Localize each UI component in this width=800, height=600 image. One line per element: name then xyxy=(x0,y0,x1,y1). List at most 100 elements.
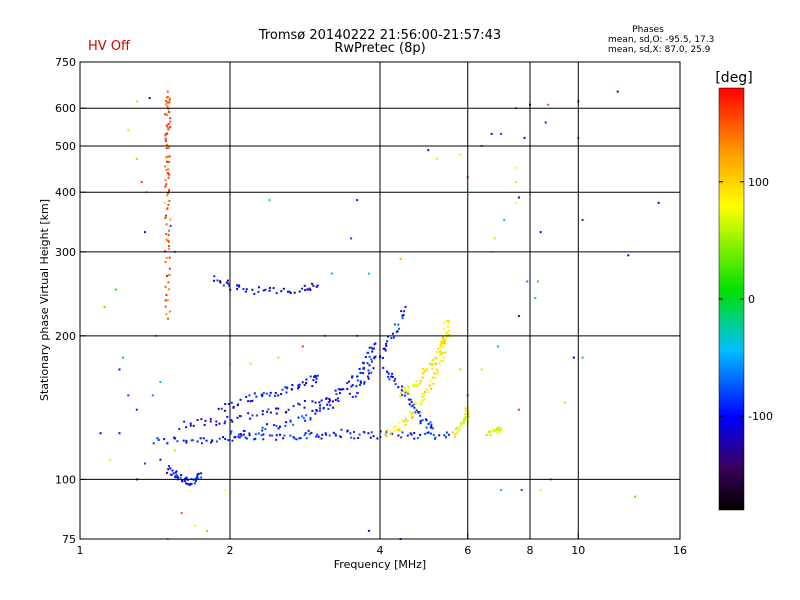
data-point xyxy=(407,398,410,401)
data-point xyxy=(237,435,240,438)
data-point xyxy=(226,415,229,418)
data-point xyxy=(219,280,222,283)
data-point xyxy=(315,435,318,438)
data-point xyxy=(203,423,206,426)
data-point xyxy=(204,419,207,422)
data-point xyxy=(350,436,353,439)
data-point xyxy=(443,434,446,437)
data-point xyxy=(164,179,167,182)
data-point xyxy=(420,401,423,404)
data-point xyxy=(492,429,495,432)
x-tick-label: 1 xyxy=(77,544,84,557)
data-point xyxy=(173,449,176,452)
data-point xyxy=(453,435,456,438)
data-point xyxy=(311,282,314,285)
data-point xyxy=(358,368,361,370)
data-point xyxy=(196,419,199,422)
data-point xyxy=(176,440,179,443)
data-point xyxy=(191,439,194,442)
data-point xyxy=(293,291,296,294)
data-point xyxy=(353,437,356,440)
data-point xyxy=(190,477,193,480)
data-point xyxy=(387,375,390,378)
data-point xyxy=(359,380,362,383)
data-point xyxy=(423,369,426,372)
data-point xyxy=(411,404,414,407)
data-point xyxy=(329,399,331,402)
data-point xyxy=(174,437,177,440)
data-point xyxy=(447,319,450,322)
data-point xyxy=(277,394,280,397)
data-point xyxy=(167,468,170,471)
data-point xyxy=(164,165,167,168)
data-point xyxy=(379,430,382,433)
data-point xyxy=(118,368,121,371)
data-point xyxy=(459,368,462,371)
data-point xyxy=(563,401,566,404)
data-point xyxy=(301,345,304,348)
data-point xyxy=(487,430,490,433)
data-point xyxy=(127,394,130,397)
data-point xyxy=(190,439,193,442)
data-point xyxy=(168,161,171,163)
data-point xyxy=(165,294,168,297)
data-point xyxy=(290,388,293,391)
data-point xyxy=(238,436,241,439)
status-label: HV Off xyxy=(88,39,131,54)
data-point xyxy=(414,411,417,414)
data-point xyxy=(314,376,317,379)
data-point xyxy=(442,342,445,345)
data-point xyxy=(118,432,121,435)
data-point xyxy=(349,432,352,435)
data-point xyxy=(167,128,170,131)
data-point xyxy=(257,432,260,435)
data-point xyxy=(143,462,146,465)
data-point xyxy=(223,489,226,491)
data-point xyxy=(166,90,169,93)
data-point xyxy=(309,375,312,378)
data-point xyxy=(303,284,306,287)
data-point xyxy=(167,245,170,248)
data-point xyxy=(386,429,388,432)
data-point xyxy=(268,287,271,289)
data-point xyxy=(268,199,271,202)
data-point xyxy=(174,476,177,479)
data-point xyxy=(205,439,208,442)
data-point xyxy=(311,409,314,412)
data-point xyxy=(224,403,227,405)
data-point xyxy=(293,437,296,440)
data-point xyxy=(277,407,280,410)
data-point xyxy=(261,429,264,432)
data-point xyxy=(165,238,168,241)
data-point xyxy=(627,254,630,257)
data-point xyxy=(442,328,445,331)
data-point xyxy=(224,438,227,440)
data-point xyxy=(340,388,343,391)
data-point xyxy=(398,427,401,430)
data-point xyxy=(427,422,430,425)
data-point xyxy=(406,420,409,423)
data-point xyxy=(458,428,461,431)
data-point xyxy=(384,432,387,435)
data-point xyxy=(410,401,413,403)
data-point xyxy=(444,351,447,354)
data-point xyxy=(431,364,433,367)
data-point xyxy=(354,395,357,398)
data-point xyxy=(239,398,242,401)
data-point xyxy=(436,373,439,376)
data-point xyxy=(169,120,172,123)
data-point xyxy=(215,440,218,443)
data-point xyxy=(230,419,233,421)
data-point xyxy=(498,429,501,432)
data-point xyxy=(427,149,430,152)
data-point xyxy=(236,288,239,290)
data-point xyxy=(228,284,231,287)
data-point xyxy=(390,433,393,436)
data-point xyxy=(135,157,138,160)
data-point xyxy=(403,420,406,423)
data-point xyxy=(517,408,520,411)
data-point xyxy=(165,214,167,217)
data-point xyxy=(303,406,306,409)
data-point xyxy=(193,482,196,485)
data-point xyxy=(231,420,234,423)
